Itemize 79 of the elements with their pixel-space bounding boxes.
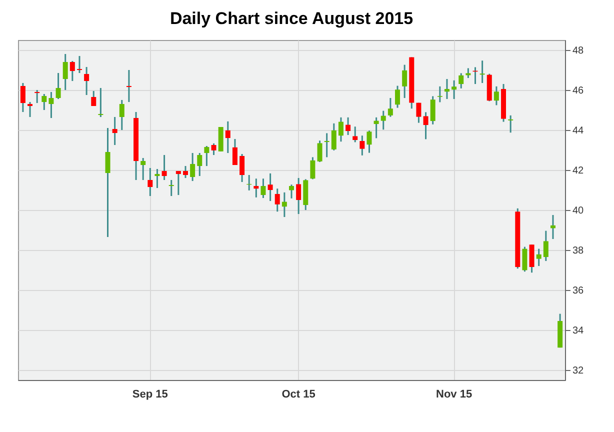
x-tick-label: Sep 15 (132, 388, 168, 400)
candlestick (324, 132, 330, 158)
candlestick (430, 95, 436, 126)
candlestick (317, 140, 322, 163)
candlestick (126, 69, 132, 103)
candlestick (211, 142, 216, 156)
candlestick (34, 89, 40, 104)
candlestick (437, 86, 442, 103)
candlestick (416, 102, 422, 124)
candlestick (522, 246, 528, 272)
y-tick-label: 40 (572, 206, 584, 216)
candlestick (274, 188, 280, 212)
candlestick (76, 55, 82, 74)
candlestick (260, 178, 266, 199)
candlestick (380, 110, 386, 130)
candlestick (466, 67, 471, 79)
y-tick-label: 36 (572, 286, 584, 296)
candlestick (395, 85, 400, 109)
candlestick (204, 145, 210, 167)
candlestick (232, 138, 238, 166)
candlestick (289, 184, 294, 200)
y-tick-label: 46 (572, 86, 584, 96)
y-tick-label: 48 (572, 46, 584, 56)
candlestick (458, 72, 464, 90)
candlestick (48, 91, 54, 119)
candlestick (452, 80, 457, 100)
y-tick-label: 44 (572, 126, 584, 136)
candlestick (148, 167, 153, 197)
candlestick (119, 99, 124, 131)
candlestick (268, 172, 273, 202)
candlestick (282, 192, 287, 218)
candlestick (62, 53, 68, 91)
candlestick (98, 87, 104, 118)
candlestick (197, 152, 202, 177)
candlestick (168, 179, 174, 197)
candlestick (296, 177, 302, 215)
candlestick (423, 111, 428, 140)
candlestick (84, 66, 90, 96)
candlestick (254, 178, 259, 198)
candlestick (494, 86, 499, 106)
candlestick (366, 130, 372, 154)
y-tick-label: 38 (572, 246, 584, 256)
candlestick (346, 116, 351, 136)
candlestick (28, 101, 33, 118)
candlestick (444, 78, 450, 100)
candlestick (543, 230, 548, 262)
candlestick (42, 93, 47, 111)
candlestick (388, 97, 393, 118)
candlestick (176, 170, 181, 196)
candlestick (182, 165, 188, 179)
candlestick (20, 82, 26, 113)
candlestick (352, 126, 358, 143)
candlestick (529, 244, 534, 274)
candlestick (112, 116, 118, 146)
candlestick (56, 72, 61, 100)
candlestick (154, 168, 160, 189)
candlestick (140, 157, 146, 181)
candlestick (70, 60, 75, 82)
candlestick (536, 248, 542, 267)
candlestick (402, 64, 408, 99)
candlestick (480, 60, 485, 84)
candlestick (310, 156, 316, 180)
candlestick (162, 154, 167, 181)
candlestick (374, 116, 379, 139)
candlestick (190, 152, 196, 182)
candlestick (105, 127, 110, 238)
x-tick-label: Nov 15 (436, 388, 472, 400)
candlestick (225, 120, 230, 154)
y-tick-label: 42 (572, 166, 584, 176)
candlestick (338, 116, 344, 142)
x-tick-label: Oct 15 (282, 388, 316, 400)
candlestick (91, 90, 96, 107)
y-tick-label: 34 (572, 326, 584, 336)
candlestick (331, 122, 336, 152)
chart-title: Daily Chart since August 2015 (170, 9, 414, 28)
candlestick (360, 134, 365, 156)
y-tick-label: 32 (572, 366, 584, 376)
candlestick (508, 114, 514, 134)
candlestick (240, 153, 245, 183)
